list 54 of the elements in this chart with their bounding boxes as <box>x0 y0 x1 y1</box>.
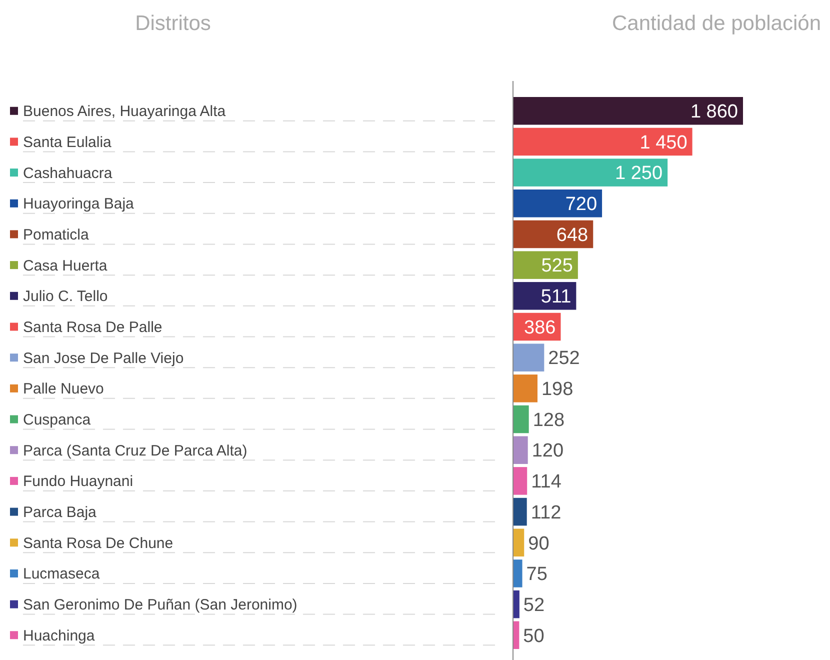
bar <box>513 467 528 495</box>
bar <box>513 282 576 310</box>
bar <box>513 374 538 402</box>
data-label: 114 <box>531 472 562 493</box>
y-axis-title: Distritos <box>135 12 211 35</box>
bar <box>513 251 578 279</box>
bar <box>513 190 602 218</box>
y-tick-label: Santa Rosa De Palle <box>23 318 162 336</box>
data-label: 511 <box>540 286 572 308</box>
data-label: 1 450 <box>640 132 688 154</box>
y-tick-label: Casa Huerta <box>23 257 108 274</box>
data-label: 90 <box>528 533 550 554</box>
y-tick-label: San Jose De Palle Viejo <box>23 350 184 367</box>
y-tick-label: Huachinga <box>23 627 96 644</box>
bar <box>513 621 520 649</box>
data-label: 198 <box>541 379 574 400</box>
bar <box>513 344 544 372</box>
y-tick-label: Lucmaseca <box>23 566 100 583</box>
data-label: 720 <box>565 194 598 216</box>
y-tick-label: Huayoringa Baja <box>23 196 135 213</box>
data-label: 525 <box>541 256 573 277</box>
data-label: 1 250 <box>615 163 663 184</box>
y-tick-label: Santa Rosa De Chune <box>23 534 174 552</box>
y-tick-label: Cashahuacra <box>23 164 113 182</box>
data-label: 386 <box>524 317 556 338</box>
data-label: 75 <box>526 564 548 586</box>
y-tick-label: Parca Baja <box>23 504 98 522</box>
y-tick-label: Julio C. Tello <box>23 288 108 306</box>
data-label: 112 <box>530 502 562 524</box>
bar <box>513 436 528 464</box>
y-tick-label: Palle Nuevo <box>23 380 104 398</box>
x-axis-title: Cantidad de población <box>612 12 821 35</box>
bar <box>513 498 527 526</box>
bar <box>513 590 520 618</box>
y-tick-label: Santa Eulalia <box>23 134 112 151</box>
data-label: 1 860 <box>690 102 738 123</box>
bar <box>513 560 522 588</box>
y-tick-label: San Geronimo De Puñan (San Jeronimo) <box>23 596 298 614</box>
bar <box>513 405 529 434</box>
data-label: 50 <box>523 626 544 647</box>
bar <box>513 128 692 156</box>
y-tick-label: Pomaticla <box>23 226 90 244</box>
data-label: 252 <box>548 348 580 370</box>
y-tick-label: Buenos Aires, Huayaringa Alta <box>23 103 226 120</box>
data-label: 52 <box>523 594 545 616</box>
data-label: 648 <box>556 224 588 246</box>
bar <box>513 528 524 556</box>
bar <box>513 158 668 186</box>
data-label: 128 <box>532 410 565 431</box>
data-label: 120 <box>532 440 564 462</box>
bar <box>513 97 743 125</box>
y-tick-label: Parca (Santa Cruz De Parca Alta) <box>23 442 248 460</box>
y-tick-label: Fundo Huaynani <box>23 473 134 490</box>
y-tick-label: Cuspanca <box>23 412 92 429</box>
